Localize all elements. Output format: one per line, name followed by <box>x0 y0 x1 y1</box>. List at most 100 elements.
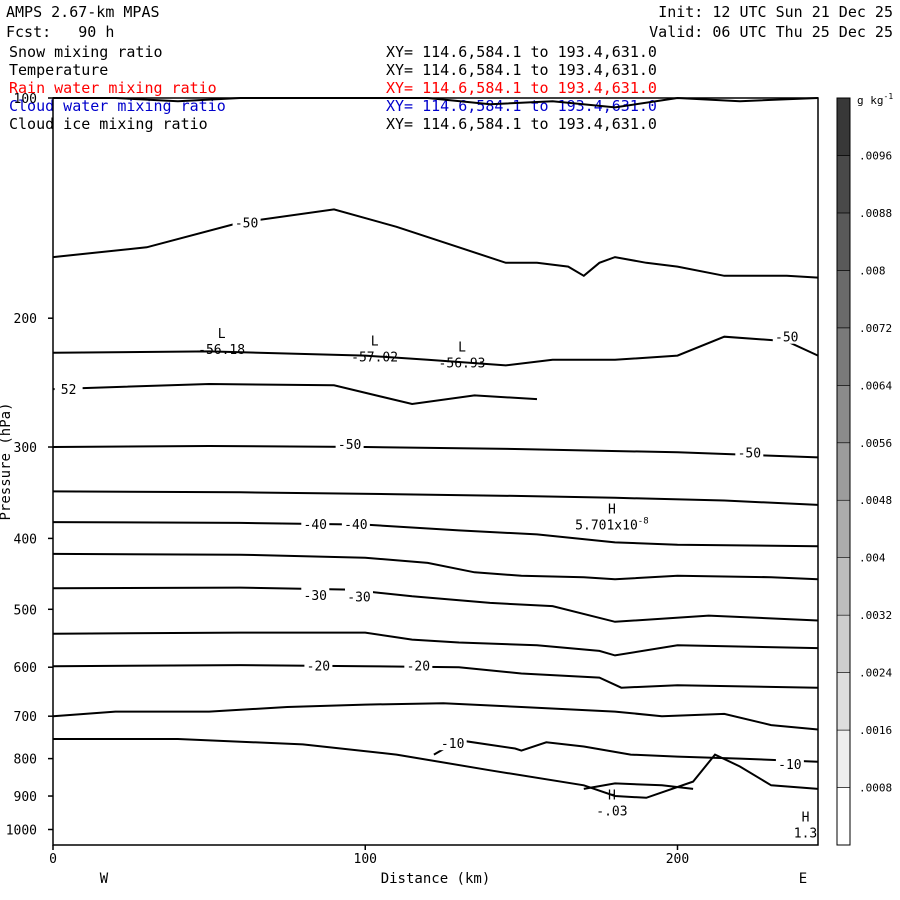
temperature-contour <box>52 702 819 731</box>
y-tick-label: 900 <box>14 790 37 805</box>
colorbar-bin <box>836 499 851 558</box>
y-tick-label: 700 <box>14 710 37 725</box>
field-name: Cloud ice mixing ratio <box>9 115 208 133</box>
y-tick-label: 400 <box>14 532 37 547</box>
colorbar-label: .008 <box>859 264 886 277</box>
extremum-value: -.03 <box>596 805 627 820</box>
colorbar-bin <box>836 155 851 214</box>
field-xy-range: XY= 114.6,584.1 to 193.4,631.0 <box>386 115 657 133</box>
contour-label: 52 <box>61 383 77 398</box>
extremum-value: -57.02 <box>351 351 398 366</box>
plot-frame <box>52 97 819 846</box>
y-tick-label: 500 <box>14 603 37 618</box>
extremum-marker: H <box>802 810 810 825</box>
contour-label: -40 <box>304 518 327 533</box>
temperature-contour <box>52 664 819 689</box>
contour-label-bg <box>54 381 83 397</box>
contour-label: -20 <box>407 660 430 675</box>
contour-label: -10 <box>778 758 801 773</box>
contour-label: -40 <box>344 518 367 533</box>
extremum-value: -56.18 <box>198 343 245 358</box>
extremum-value: 1.3 <box>794 826 817 841</box>
y-tick-label: 200 <box>14 312 37 327</box>
y-tick-label: 300 <box>14 441 37 456</box>
colorbar-label: .0088 <box>859 207 892 220</box>
extremum-exponent: -8 <box>638 517 649 527</box>
colorbar-unit-exponent: -1 <box>884 92 894 101</box>
contour-label: -50 <box>338 438 361 453</box>
colorbar-bin <box>836 327 851 386</box>
temperature-contour <box>52 382 538 406</box>
contour-label: -50 <box>738 446 761 461</box>
field-name: Rain water mixing ratio <box>9 79 217 97</box>
colorbar-bin <box>836 270 851 329</box>
colorbar-bin <box>836 787 851 846</box>
x-tick-label: 200 <box>666 852 689 867</box>
temperature-contour <box>52 631 819 657</box>
temperature-contour <box>52 208 819 279</box>
contour-label-bg <box>735 444 764 460</box>
valid-time: Valid: 06 UTC Thu 25 Dec 25 <box>649 23 893 41</box>
contour-label-bg <box>775 756 804 772</box>
contour-label-bg <box>301 515 330 531</box>
colorbar-label: .0048 <box>859 494 892 507</box>
colorbar-bin <box>836 97 851 156</box>
temperature-contour <box>52 444 819 459</box>
colorbar-bin <box>836 614 851 673</box>
extremum-value: -56.93 <box>439 356 486 371</box>
contour-label-bg <box>345 588 373 604</box>
temperature-contour <box>52 335 819 367</box>
field-xy-range: XY= 114.6,584.1 to 193.4,631.0 <box>386 79 657 97</box>
colorbar-label: .0072 <box>859 322 892 335</box>
colorbar-label: .0008 <box>859 782 892 795</box>
colorbar-bin <box>836 729 851 788</box>
temperature-contour <box>53 738 819 799</box>
contour-label-bg <box>438 735 467 751</box>
contour-label-bg <box>404 657 433 673</box>
temperature-contour <box>583 782 694 790</box>
colorbar-label: .0024 <box>859 667 892 680</box>
contour-label-bg <box>772 328 801 344</box>
extremum-marker: H <box>608 789 616 804</box>
colorbar-bin <box>836 442 851 501</box>
temperature-contour <box>52 490 819 506</box>
y-axis-label: Pressure (hPa) <box>0 402 14 520</box>
temperature-contour <box>52 521 819 548</box>
contour-label-bg <box>335 435 364 451</box>
contour-label: -50 <box>775 331 798 346</box>
x-tick-label: 0 <box>49 852 57 867</box>
y-tick-label: 1000 <box>6 824 37 839</box>
contour-label: -20 <box>307 660 330 675</box>
extremum-marker: H <box>608 503 616 518</box>
extremum-value: 5.701x10-8 <box>575 517 648 534</box>
contour-label-bg <box>341 515 370 531</box>
y-tick-label: 600 <box>14 661 37 676</box>
extremum-marker: L <box>458 340 466 355</box>
field-xy-range: XY= 114.6,584.1 to 193.4,631.0 <box>386 43 657 61</box>
contour-label-bg <box>232 214 261 230</box>
colorbar-bin <box>836 672 851 731</box>
colorbar-label: .004 <box>859 552 886 565</box>
y-tick-label: 800 <box>14 753 37 768</box>
contour-label-bg <box>304 657 333 673</box>
temperature-contour <box>52 586 819 623</box>
y-tick-label: 100 <box>14 92 37 107</box>
field-xy-range: XY= 114.6,584.1 to 193.4,631.0 <box>386 61 657 79</box>
model-title: AMPS 2.67-km MPAS <box>6 3 160 21</box>
contour-label: -10 <box>441 737 464 752</box>
forecast-hour: Fcst: 90 h <box>6 23 115 41</box>
colorbar-bin <box>836 557 851 616</box>
field-name: Temperature <box>9 61 109 79</box>
extremum-marker: L <box>218 327 226 342</box>
colorbar-label: .0096 <box>859 149 892 162</box>
field-name: Cloud water mixing ratio <box>9 97 226 115</box>
colorbar-label: .0064 <box>859 379 892 392</box>
contour-label-bg <box>301 587 330 603</box>
colorbar-label: .0056 <box>859 437 892 450</box>
temperature-contour <box>53 96 819 109</box>
init-time: Init: 12 UTC Sun 21 Dec 25 <box>658 3 893 21</box>
x-end-label-east: E <box>799 871 807 887</box>
colorbar-bin <box>836 212 851 271</box>
x-tick-label: 100 <box>354 852 377 867</box>
